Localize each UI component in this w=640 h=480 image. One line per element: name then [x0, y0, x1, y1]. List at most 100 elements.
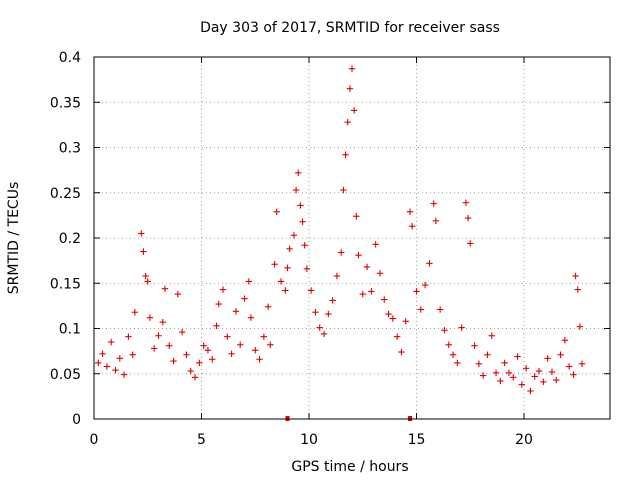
data-point	[178, 328, 186, 336]
data-point	[292, 186, 300, 194]
data-point	[131, 309, 139, 316]
data-point	[376, 270, 384, 277]
data-point	[271, 261, 278, 268]
data-point	[409, 223, 416, 230]
data-point	[518, 381, 526, 388]
data-point	[510, 374, 517, 381]
data-point	[430, 200, 437, 207]
data-point	[232, 308, 240, 315]
y-tick-label: 0.05	[50, 367, 81, 383]
data-point	[196, 359, 203, 367]
data-point	[241, 295, 248, 302]
scatter-points	[95, 65, 586, 395]
data-point	[363, 263, 371, 271]
data-point	[320, 330, 328, 338]
data-point	[247, 314, 255, 321]
y-tick-label: 0.35	[50, 95, 81, 111]
data-point	[557, 351, 564, 358]
data-point	[307, 287, 315, 294]
data-point	[204, 347, 212, 354]
data-point	[540, 378, 547, 386]
data-point	[228, 350, 235, 358]
data-point	[544, 355, 551, 362]
y-tick-label: 0.1	[59, 322, 81, 338]
data-point	[561, 337, 569, 344]
x-axis-label: GPS time / hours	[291, 459, 408, 475]
data-point	[353, 213, 360, 220]
data-point	[301, 242, 308, 249]
data-point	[522, 365, 530, 372]
data-point	[99, 350, 106, 358]
data-point	[492, 369, 500, 377]
data-point	[514, 353, 521, 360]
data-point	[316, 324, 323, 331]
data-point	[286, 245, 293, 253]
data-point	[260, 333, 268, 340]
data-point	[297, 202, 304, 209]
data-point	[284, 264, 291, 272]
data-point	[299, 218, 306, 225]
data-point	[531, 373, 538, 380]
data-point	[155, 332, 162, 339]
data-point	[183, 351, 190, 358]
data-point	[578, 360, 586, 367]
data-point	[342, 151, 349, 158]
data-point	[348, 65, 356, 72]
data-point	[484, 351, 491, 358]
data-point	[151, 345, 158, 352]
data-point	[372, 241, 379, 248]
x-tick-label: 10	[300, 432, 318, 448]
data-point	[432, 217, 440, 225]
x-tick-label: 5	[197, 432, 206, 448]
data-point	[338, 249, 345, 256]
data-point	[170, 357, 177, 365]
data-point	[213, 322, 220, 329]
x-tick-label: 0	[90, 432, 99, 448]
data-point	[355, 251, 362, 259]
data-point	[505, 369, 513, 377]
data-point	[191, 374, 199, 381]
data-point	[417, 306, 424, 313]
data-point	[454, 359, 461, 367]
chart-title: Day 303 of 2017, SRMTID for receiver sas…	[200, 20, 500, 36]
data-point	[159, 318, 166, 326]
data-point	[144, 278, 151, 285]
data-point	[140, 248, 147, 255]
data-point	[277, 278, 285, 285]
data-point	[245, 278, 252, 285]
data-point	[572, 272, 579, 280]
data-point	[129, 351, 136, 358]
data-point	[200, 342, 207, 349]
data-point	[527, 387, 534, 395]
data-point	[166, 342, 173, 349]
data-point	[368, 288, 375, 295]
data-point	[398, 348, 405, 356]
data-point	[224, 333, 231, 340]
data-point	[108, 338, 115, 346]
data-point	[413, 288, 420, 295]
data-point	[209, 356, 216, 363]
data-point	[350, 107, 358, 114]
data-point	[174, 290, 182, 298]
data-point	[462, 199, 470, 206]
data-point	[488, 332, 495, 339]
data-point	[497, 377, 504, 385]
data-point	[161, 285, 169, 292]
data-point	[325, 310, 332, 318]
data-point	[389, 315, 397, 322]
data-point	[120, 371, 128, 378]
data-point	[475, 360, 483, 367]
y-tick-label: 0	[72, 412, 81, 428]
data-point	[237, 341, 244, 348]
data-point	[95, 359, 102, 367]
data-point	[359, 290, 366, 298]
data-point	[340, 186, 347, 194]
data-point	[142, 272, 149, 280]
data-point	[535, 367, 543, 375]
data-point	[445, 341, 452, 348]
x-axis: 0 5 10 15 20	[90, 57, 533, 448]
y-tick-label: 0.3	[59, 141, 81, 157]
data-point	[406, 208, 414, 215]
data-point	[125, 333, 132, 340]
data-point	[385, 310, 392, 318]
